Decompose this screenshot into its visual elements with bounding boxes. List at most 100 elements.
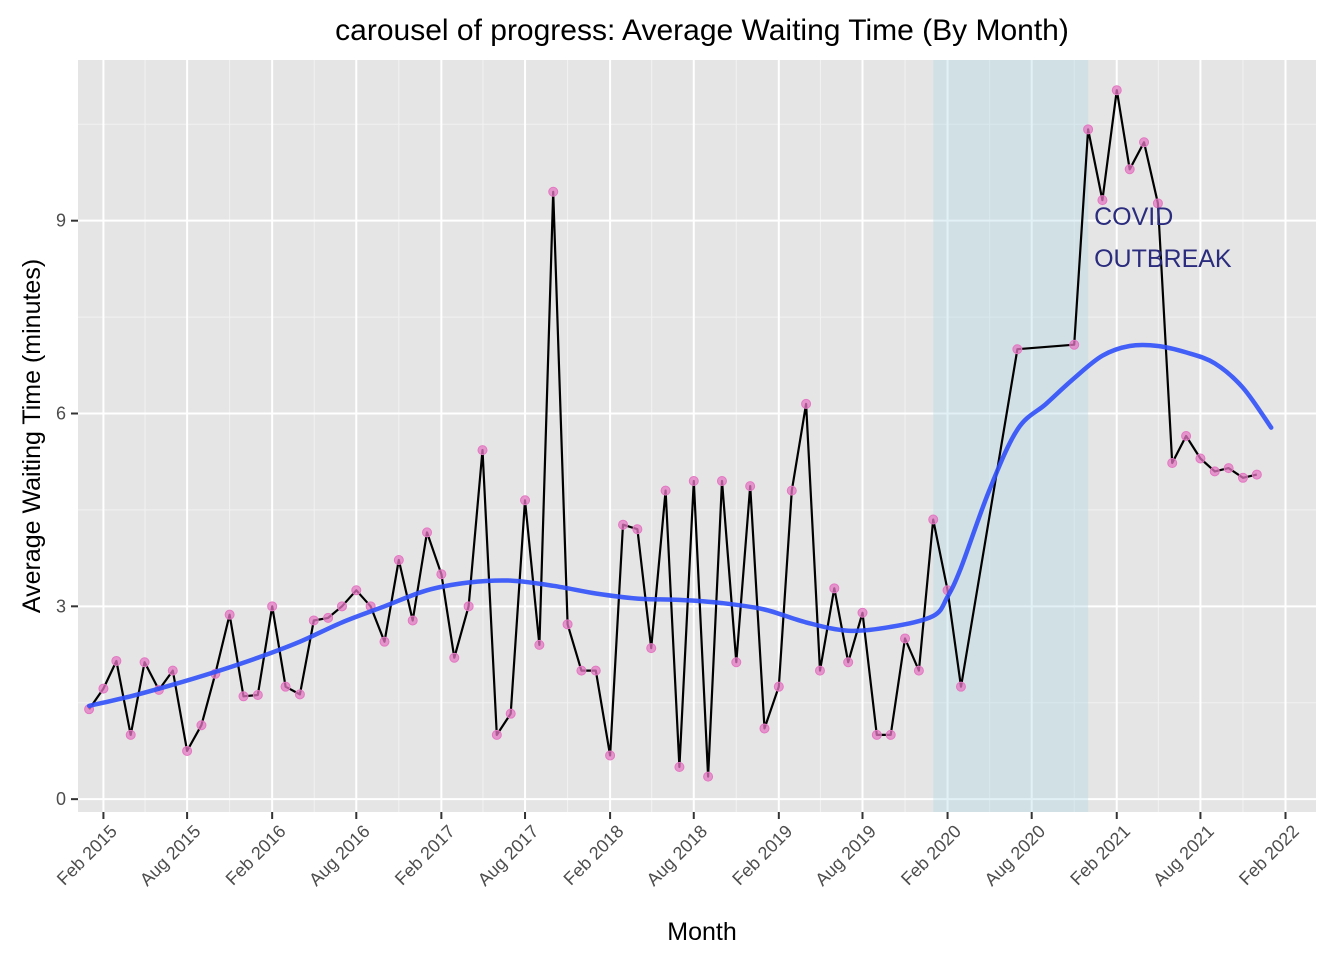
x-tick-label: Feb 2022 — [1235, 821, 1303, 889]
x-tick-label: Feb 2019 — [728, 821, 796, 889]
data-point — [605, 750, 616, 761]
data-point — [280, 681, 291, 692]
data-point — [1069, 339, 1080, 350]
y-tick-labels: 0 3 6 9 — [56, 211, 66, 809]
data-point — [618, 519, 629, 530]
data-point — [703, 771, 714, 782]
data-point — [520, 495, 531, 506]
data-point — [773, 681, 784, 692]
data-point — [167, 665, 178, 676]
x-tick-label: Aug 2020 — [981, 821, 1050, 890]
data-point — [1181, 431, 1192, 441]
data-point — [913, 665, 924, 676]
data-point — [590, 665, 601, 676]
data-point — [196, 720, 207, 731]
data-point — [786, 485, 797, 496]
data-point — [576, 665, 587, 676]
minor-gridlines — [78, 60, 1316, 812]
data-point — [900, 633, 911, 644]
data-point — [125, 729, 136, 740]
data-point — [267, 601, 278, 612]
data-point — [534, 639, 545, 650]
x-tick-label: Feb 2015 — [53, 821, 121, 889]
data-point — [393, 555, 404, 566]
data-point — [928, 514, 939, 525]
x-axis-title: Month — [667, 918, 736, 946]
x-tick-label: Aug 2016 — [305, 821, 374, 890]
data-point — [745, 481, 756, 492]
y-tick-label: 3 — [56, 596, 66, 616]
data-point — [238, 691, 249, 702]
data-point — [1111, 85, 1122, 96]
data-point — [1083, 124, 1094, 135]
x-tick-label: Feb 2018 — [560, 821, 628, 889]
data-point — [801, 398, 812, 409]
series-points — [84, 85, 1262, 782]
data-point — [632, 524, 643, 535]
data-point — [688, 475, 699, 486]
data-point — [505, 708, 516, 719]
data-point — [814, 665, 825, 676]
data-point — [857, 607, 868, 618]
series-line — [88, 89, 1258, 778]
data-point — [1223, 463, 1234, 474]
data-point — [885, 729, 896, 740]
data-point — [407, 615, 418, 626]
covid-annotation: COVID OUTBREAK — [1094, 203, 1232, 273]
x-tick-label: Aug 2019 — [811, 821, 880, 890]
x-tick-label: Aug 2018 — [643, 821, 712, 890]
data-point — [660, 485, 671, 496]
x-tick-label: Feb 2020 — [897, 821, 965, 889]
chart-title: carousel of progress: Average Waiting Ti… — [335, 14, 1069, 47]
x-tick-label: Aug 2021 — [1149, 821, 1218, 890]
data-point — [1209, 466, 1220, 477]
data-point — [829, 583, 840, 594]
data-point — [323, 612, 334, 623]
smooth-path — [86, 342, 1274, 709]
data-point — [1124, 164, 1135, 175]
y-axis-title: Average Waiting Time (minutes) — [18, 259, 46, 613]
x-tick-label: Aug 2015 — [136, 821, 205, 890]
data-point — [1195, 453, 1206, 464]
series-polyline — [88, 89, 1258, 778]
data-point — [1251, 469, 1262, 480]
covid-highlight-band — [933, 60, 1089, 812]
data-point — [252, 690, 263, 701]
data-point — [351, 585, 362, 596]
annotation-line: OUTBREAK — [1094, 245, 1232, 273]
data-point — [98, 683, 109, 694]
data-point — [294, 689, 305, 700]
data-point — [336, 601, 347, 612]
x-tick-labels: Feb 2015 Aug 2015 Feb 2016 Aug 2016 Feb 2017… — [53, 821, 1303, 890]
data-point — [674, 762, 685, 773]
data-point — [463, 601, 474, 612]
x-tick-label: Feb 2021 — [1066, 821, 1134, 889]
annotation-line: COVID — [1094, 203, 1173, 231]
data-point — [646, 643, 657, 654]
y-tick-label: 0 — [56, 789, 66, 809]
data-point — [379, 636, 390, 647]
data-point — [139, 657, 150, 668]
x-tick-label: Feb 2017 — [391, 821, 459, 889]
data-point — [491, 729, 502, 740]
axis-ticks — [71, 219, 1287, 819]
y-tick-label: 6 — [56, 404, 66, 424]
data-point — [759, 723, 770, 734]
smooth-trend-line — [86, 342, 1274, 709]
data-point — [477, 445, 488, 456]
data-point — [1097, 195, 1108, 206]
data-point — [1167, 457, 1178, 468]
data-point — [449, 652, 460, 663]
data-point — [716, 475, 727, 486]
data-point — [562, 619, 573, 630]
data-point — [1139, 137, 1150, 148]
data-point — [548, 186, 559, 197]
data-point — [955, 681, 966, 692]
data-point — [182, 745, 193, 756]
data-point — [422, 527, 433, 538]
data-point — [224, 609, 235, 620]
data-point — [1152, 198, 1163, 209]
data-point — [436, 569, 447, 580]
data-point — [843, 657, 854, 668]
